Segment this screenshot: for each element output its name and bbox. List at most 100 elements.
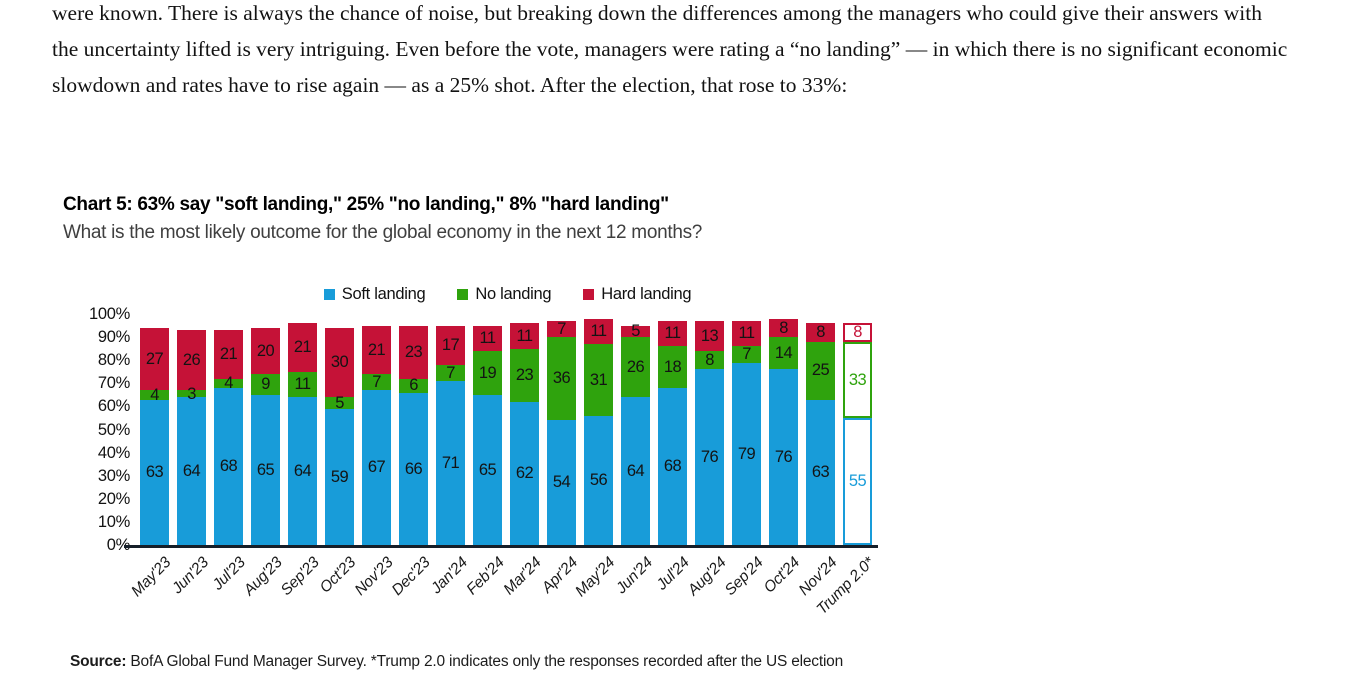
segment-no-landing: 14 [769,337,798,370]
segment-value: 7 [557,319,566,338]
segment-value: 76 [700,447,719,466]
segment-value: 14 [774,344,793,362]
chart-title: Chart 5: 63% say "soft landing," 25% "no… [63,194,669,215]
segment-value: 9 [261,375,270,394]
x-axis-label: May'23 [128,554,175,601]
segment-no-landing: 9 [251,374,280,395]
bar-jul-23: 21 4 68 [214,330,243,545]
segment-value: 3 [187,384,196,403]
segment-hard-landing: 11 [584,318,613,345]
segment-value: 19 [478,363,497,382]
segment-no-landing: 23 [510,348,539,402]
segment-soft-landing: 79 [732,362,761,545]
segment-hard-landing: 8 [769,318,798,338]
segment-value: 23 [404,342,423,361]
segment-value: 27 [145,349,164,368]
segment-soft-landing: 76 [695,369,724,545]
bar-sep-23: 21 11 64 [288,323,317,545]
x-axis-label: May'24 [572,554,619,601]
x-axis-label: Feb'24 [463,554,508,599]
segment-soft-landing: 55 [843,418,872,545]
segment-value: 20 [256,341,275,360]
legend-swatch-icon [583,289,595,300]
y-axis-tick-label: 80% [97,351,130,370]
bar-aug-23: 20 9 65 [251,327,280,545]
segment-no-landing: 36 [547,337,576,421]
bar-trump-2-0: 8 33 55 [843,323,872,545]
segment-hard-landing: 11 [658,320,687,347]
segment-no-landing: 11 [288,371,317,398]
segment-value: 31 [589,370,608,389]
segment-value: 21 [293,338,312,357]
legend-swatch-icon [323,289,335,300]
segment-value: 26 [626,357,645,376]
segment-value: 64 [293,461,312,480]
segment-value: 11 [738,324,756,343]
segment-hard-landing: 13 [695,320,724,351]
bar-apr-24: 7 36 54 [547,321,576,545]
segment-value: 8 [816,323,825,342]
segment-value: 6 [409,376,418,395]
segment-value: 71 [441,453,460,472]
y-axis-tick-label: 90% [97,328,130,347]
segment-no-landing: 33 [843,341,872,418]
segment-value: 7 [446,363,455,382]
segment-hard-landing: 20 [251,327,280,375]
segment-soft-landing: 64 [621,397,650,545]
segment-hard-landing: 26 [177,330,206,391]
segment-value: 4 [150,385,159,404]
segment-value: 64 [626,461,645,480]
y-axis-tick-label: 50% [97,420,130,439]
segment-value: 65 [256,460,275,479]
x-axis-label: Aug'23 [240,554,286,599]
segment-no-landing: 7 [436,365,465,381]
bar-nov-24: 8 25 63 [806,323,835,545]
segment-soft-landing: 63 [140,399,169,545]
x-axis-label: Aug'24 [684,554,730,599]
segment-hard-landing: 11 [473,325,502,351]
segment-value: 30 [330,353,349,372]
x-axis-label: Mar'24 [500,554,545,599]
bar-aug-24: 13 8 76 [695,320,724,545]
segment-value: 21 [219,345,238,364]
segment-value: 11 [590,322,608,341]
x-axis-line [124,545,878,548]
segment-value: 64 [182,461,201,480]
bar-may-23: 27 4 63 [140,327,169,545]
segment-value: 5 [335,393,344,412]
segment-value: 76 [774,447,793,466]
segment-value: 63 [811,463,830,481]
segment-value: 11 [294,375,312,394]
y-axis-tick-label: 10% [97,512,130,531]
chart-subtitle: What is the most likely outcome for the … [63,222,703,243]
segment-hard-landing: 30 [325,327,354,398]
legend-item-no-landing: No landing [457,285,552,304]
segment-value: 54 [552,473,571,492]
segment-soft-landing: 67 [362,390,391,545]
y-axis-tick-label: 70% [97,374,130,393]
segment-value: 68 [663,457,682,476]
legend-label: Soft landing [341,285,426,303]
x-axis-label: Jun'23 [168,554,212,598]
segment-value: 17 [441,335,460,354]
chart-legend: Soft landing No landing Hard landing [137,285,878,304]
segment-value: 79 [737,444,756,463]
segment-value: 11 [516,326,534,345]
segment-hard-landing: 23 [399,325,428,379]
segment-value: 13 [700,326,719,345]
x-axis-label: Dec'23 [388,554,434,599]
segment-no-landing: 25 [806,341,835,400]
segment-hard-landing: 8 [843,323,872,342]
y-axis-tick-label: 0% [106,536,131,554]
segment-soft-landing: 68 [658,387,687,545]
segment-value: 55 [848,472,867,491]
plot-area: 27 4 63 26 3 64 21 4 68 20 9 65 21 11 64 30 5 59 21 7 67 23 6 6… [137,314,881,545]
segment-soft-landing: 66 [399,392,428,545]
segment-value: 67 [367,458,386,477]
segment-no-landing: 3 [177,386,206,402]
x-axis-label: Oct'24 [761,554,804,597]
segment-soft-landing: 65 [473,394,502,545]
bar-feb-24: 11 19 65 [473,325,502,545]
legend-item-hard-landing: Hard landing [583,285,692,304]
legend-swatch-icon [457,289,469,300]
